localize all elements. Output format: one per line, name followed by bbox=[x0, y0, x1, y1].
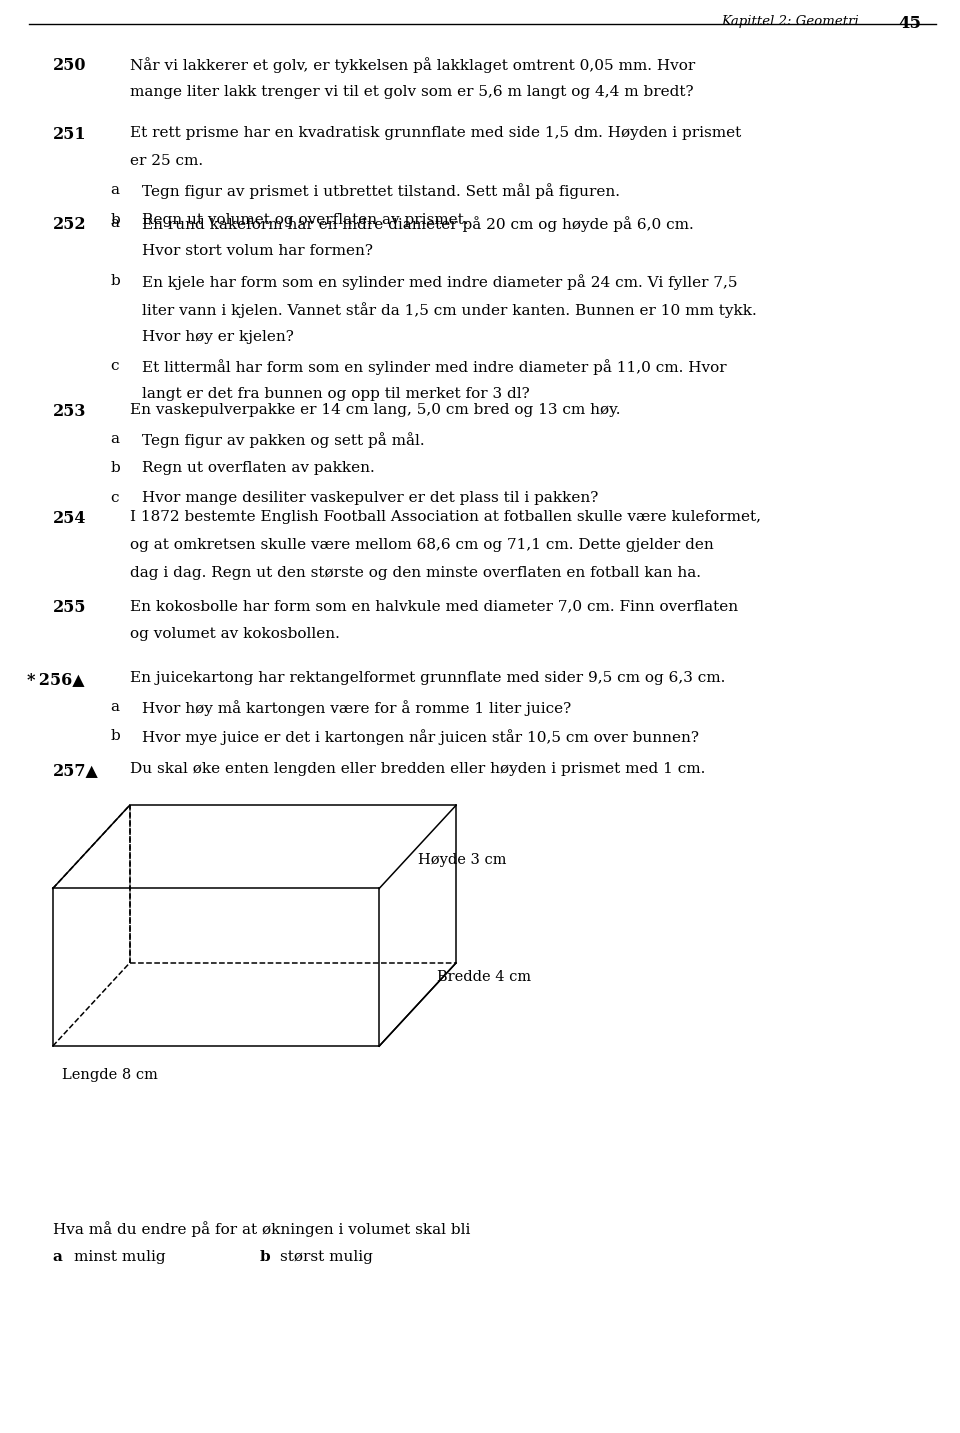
Text: Regn ut overflaten av pakken.: Regn ut overflaten av pakken. bbox=[142, 461, 374, 476]
Text: 250: 250 bbox=[53, 57, 86, 75]
Text: Hvor stort volum har formen?: Hvor stort volum har formen? bbox=[142, 244, 373, 258]
Text: Hvor mye juice er det i kartongen når juicen står 10,5 cm over bunnen?: Hvor mye juice er det i kartongen når ju… bbox=[142, 729, 699, 745]
Text: Hva må du endre på for at økningen i volumet skal bli: Hva må du endre på for at økningen i vol… bbox=[53, 1221, 470, 1237]
Text: og volumet av kokosbollen.: og volumet av kokosbollen. bbox=[130, 628, 340, 641]
Text: Tegn figur av pakken og sett på mål.: Tegn figur av pakken og sett på mål. bbox=[142, 433, 424, 449]
Text: mange liter lakk trenger vi til et golv som er 5,6 m langt og 4,4 m bredt?: mange liter lakk trenger vi til et golv … bbox=[130, 86, 693, 99]
Text: En kokosbolle har form som en halvkule med diameter 7,0 cm. Finn overflaten: En kokosbolle har form som en halvkule m… bbox=[130, 599, 737, 613]
Text: 257▲: 257▲ bbox=[53, 762, 99, 780]
Text: a: a bbox=[110, 699, 119, 714]
Text: b: b bbox=[110, 461, 120, 476]
Text: Hvor høy er kjelen?: Hvor høy er kjelen? bbox=[142, 330, 294, 344]
Text: En juicekartong har rektangelformet grunnflate med sider 9,5 cm og 6,3 cm.: En juicekartong har rektangelformet grun… bbox=[130, 671, 725, 685]
Text: liter vann i kjelen. Vannet står da 1,5 cm under kanten. Bunnen er 10 mm tykk.: liter vann i kjelen. Vannet står da 1,5 … bbox=[142, 301, 756, 318]
Text: Et rett prisme har en kvadratisk grunnflate med side 1,5 dm. Høyden i prismet: Et rett prisme har en kvadratisk grunnfl… bbox=[130, 126, 741, 140]
Text: og at omkretsen skulle være mellom 68,6 cm og 71,1 cm. Dette gjelder den: og at omkretsen skulle være mellom 68,6 … bbox=[130, 537, 713, 552]
Text: Bredde 4 cm: Bredde 4 cm bbox=[437, 970, 531, 984]
Text: langt er det fra bunnen og opp til merket for 3 dl?: langt er det fra bunnen og opp til merke… bbox=[142, 387, 530, 401]
Text: Lengde 8 cm: Lengde 8 cm bbox=[62, 1068, 158, 1082]
Text: Du skal øke enten lengden eller bredden eller høyden i prismet med 1 cm.: Du skal øke enten lengden eller bredden … bbox=[130, 762, 705, 777]
Text: b: b bbox=[110, 212, 120, 226]
Text: 253: 253 bbox=[53, 403, 86, 420]
Text: størst mulig: størst mulig bbox=[280, 1250, 373, 1264]
Text: a: a bbox=[110, 183, 119, 198]
Text: minst mulig: minst mulig bbox=[74, 1250, 165, 1264]
Text: Kapittel 2: Geometri: Kapittel 2: Geometri bbox=[722, 16, 859, 29]
Text: I 1872 bestemte English Football Association at fotballen skulle være kuleformet: I 1872 bestemte English Football Associa… bbox=[130, 510, 760, 524]
Text: * 256▲: * 256▲ bbox=[27, 671, 84, 688]
Text: c: c bbox=[110, 490, 119, 504]
Text: dag i dag. Regn ut den største og den minste overflaten en fotball kan ha.: dag i dag. Regn ut den største og den mi… bbox=[130, 566, 701, 580]
Text: Regn ut volumet og overflaten av prismet.: Regn ut volumet og overflaten av prismet… bbox=[142, 212, 468, 226]
Text: En kjele har form som en sylinder med indre diameter på 24 cm. Vi fyller 7,5: En kjele har form som en sylinder med in… bbox=[142, 274, 737, 289]
Text: 251: 251 bbox=[53, 126, 86, 143]
Text: b: b bbox=[259, 1250, 270, 1264]
Text: a: a bbox=[110, 216, 119, 231]
Text: b: b bbox=[110, 729, 120, 744]
Text: a: a bbox=[53, 1250, 62, 1264]
Text: Tegn figur av prismet i utbrettet tilstand. Sett mål på figuren.: Tegn figur av prismet i utbrettet tilsta… bbox=[142, 183, 620, 199]
Text: a: a bbox=[110, 433, 119, 446]
Text: Høyde 3 cm: Høyde 3 cm bbox=[418, 853, 506, 867]
Text: Når vi lakkerer et golv, er tykkelsen på lakklaget omtrent 0,05 mm. Hvor: Når vi lakkerer et golv, er tykkelsen på… bbox=[130, 57, 695, 73]
Text: Hvor mange desiliter vaskepulver er det plass til i pakken?: Hvor mange desiliter vaskepulver er det … bbox=[142, 490, 598, 504]
Text: c: c bbox=[110, 358, 119, 373]
Text: er 25 cm.: er 25 cm. bbox=[130, 155, 203, 168]
Text: Et littermål har form som en sylinder med indre diameter på 11,0 cm. Hvor: Et littermål har form som en sylinder me… bbox=[142, 358, 727, 375]
Text: b: b bbox=[110, 274, 120, 288]
Text: 252: 252 bbox=[53, 216, 86, 234]
Text: 255: 255 bbox=[53, 599, 86, 616]
Text: En rund kakeform har en indre diameter på 20 cm og høyde på 6,0 cm.: En rund kakeform har en indre diameter p… bbox=[142, 216, 694, 232]
Text: Hvor høy må kartongen være for å romme 1 liter juice?: Hvor høy må kartongen være for å romme 1… bbox=[142, 699, 571, 716]
Text: 254: 254 bbox=[53, 510, 86, 527]
Text: 45: 45 bbox=[899, 16, 922, 32]
Text: En vaskepulverpakke er 14 cm lang, 5,0 cm bred og 13 cm høy.: En vaskepulverpakke er 14 cm lang, 5,0 c… bbox=[130, 403, 620, 417]
